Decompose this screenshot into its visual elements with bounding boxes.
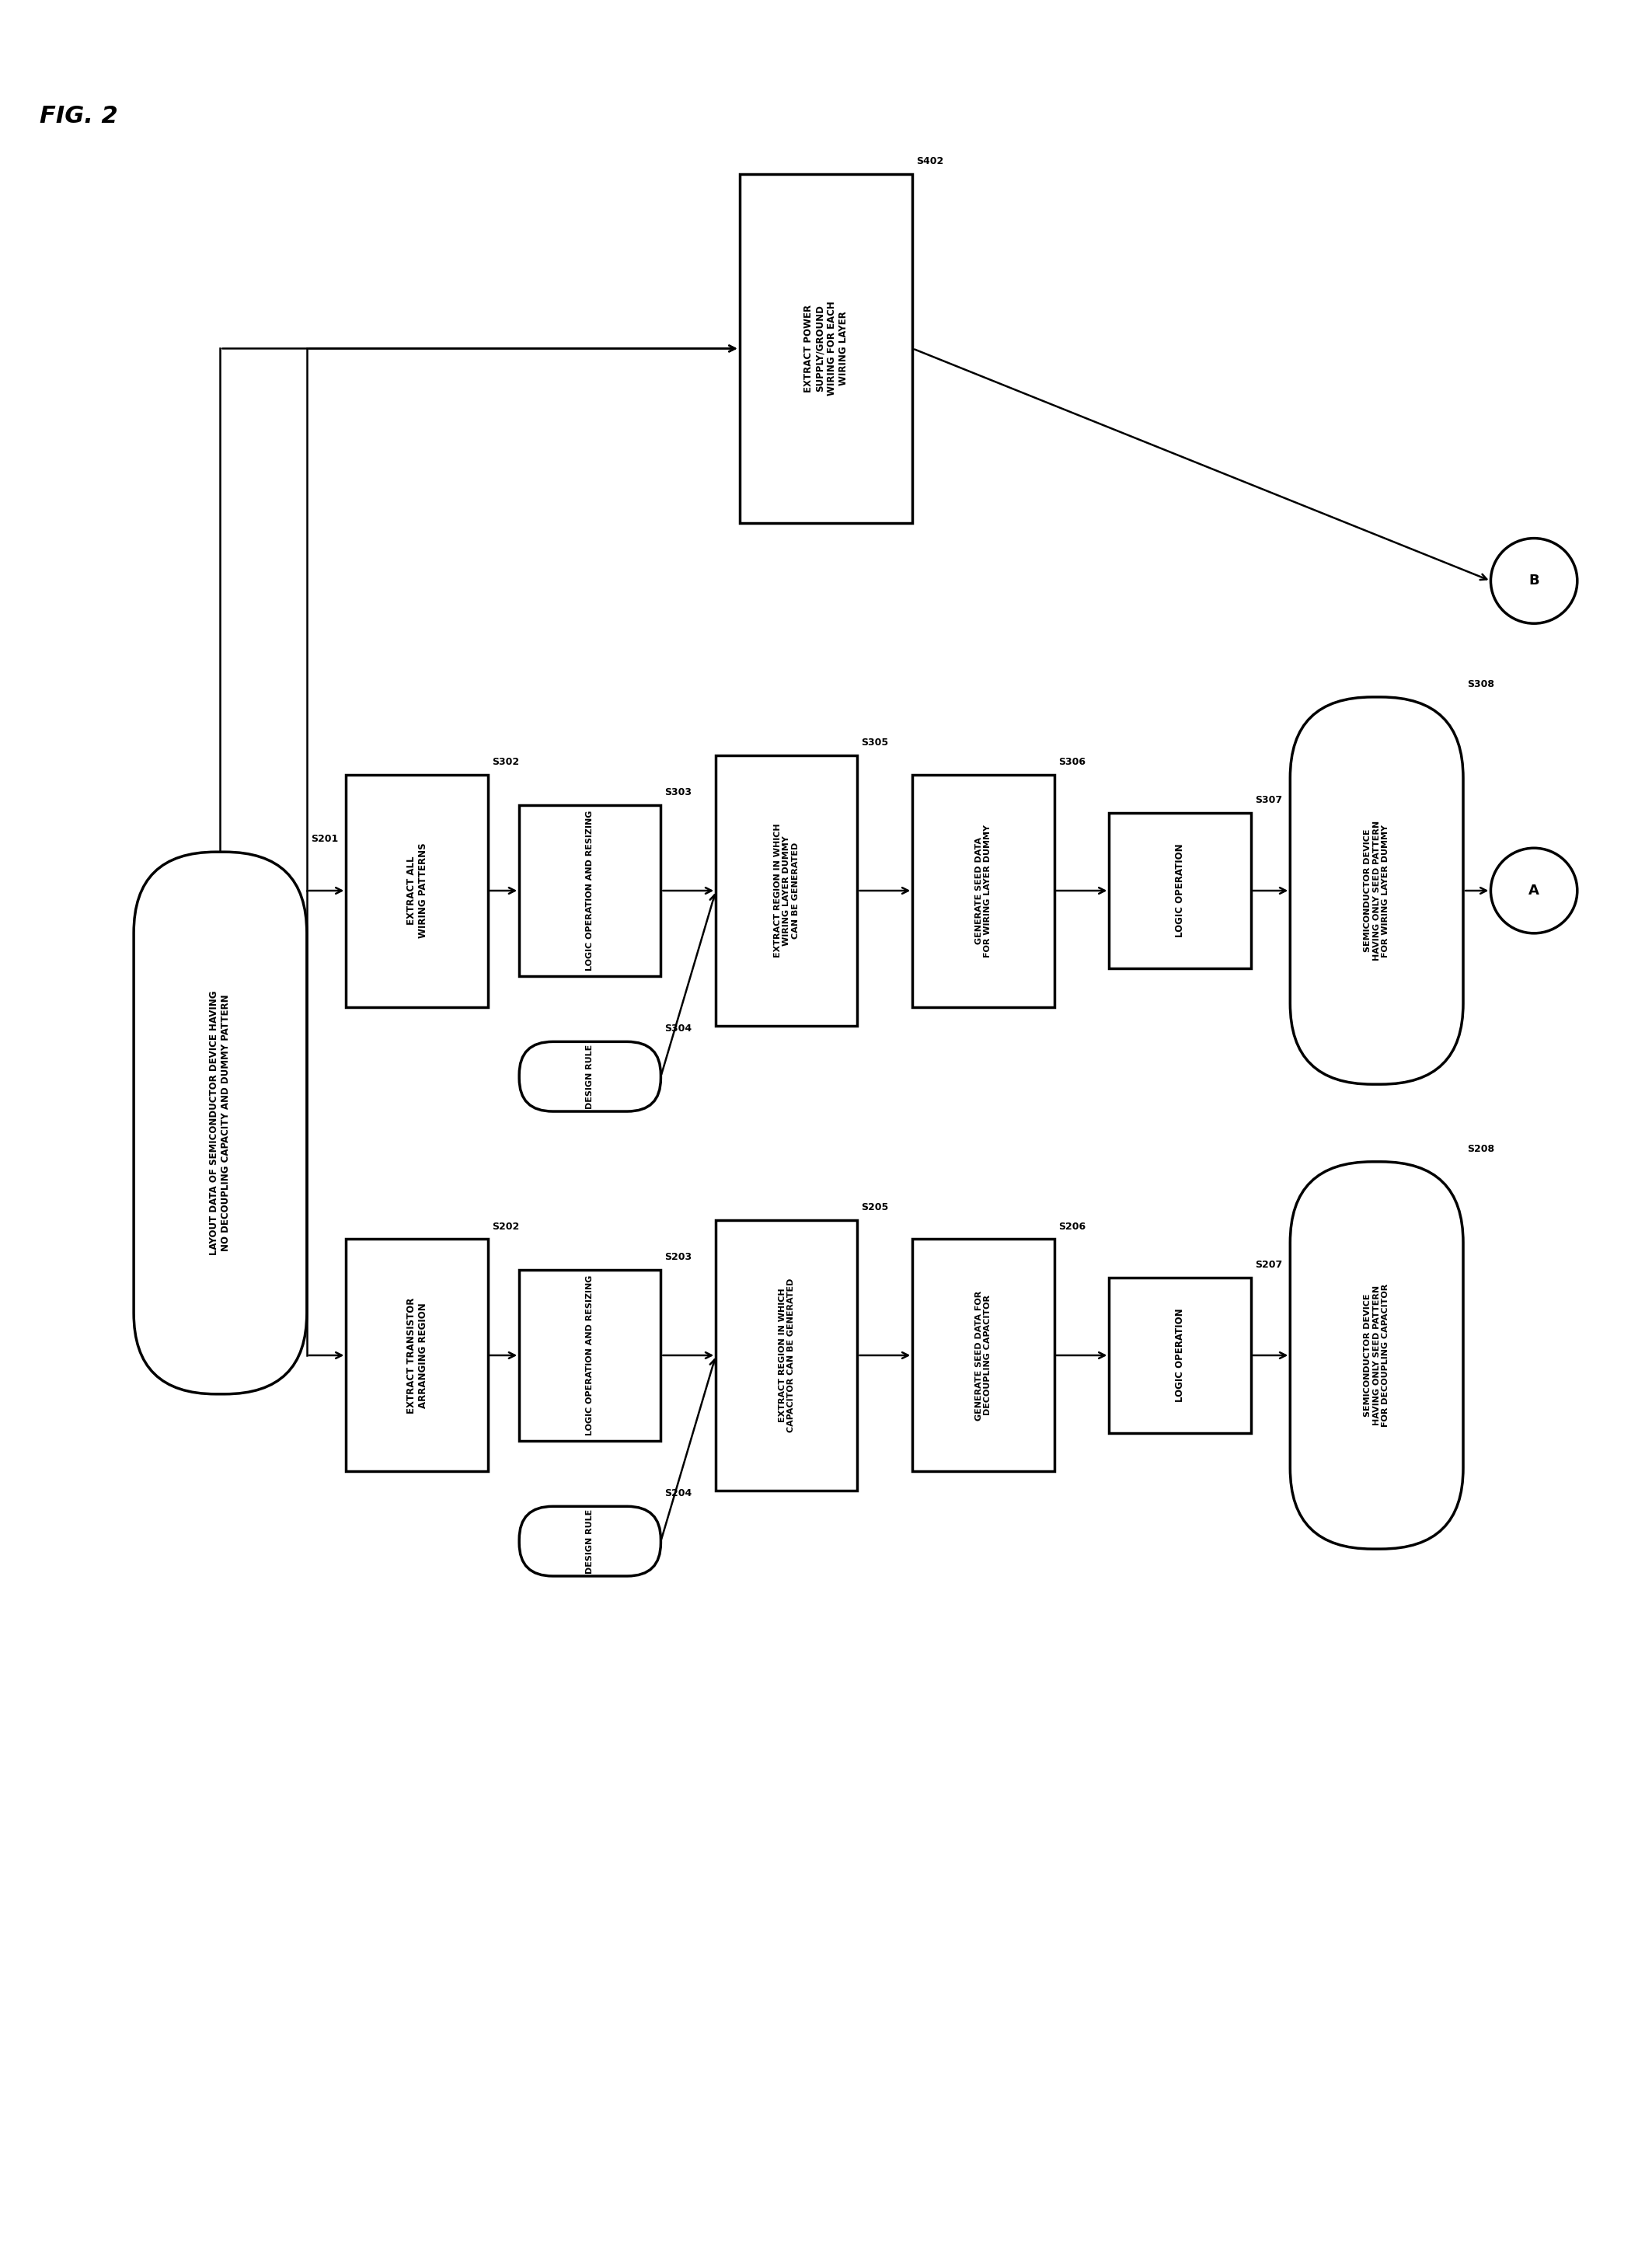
Text: S307: S307 [1256,795,1282,806]
Text: LOGIC OPERATION AND RESIZING: LOGIC OPERATION AND RESIZING [586,1276,593,1435]
FancyBboxPatch shape [1108,813,1251,968]
Text: LOGIC OPERATION AND RESIZING: LOGIC OPERATION AND RESIZING [586,811,593,970]
Text: SEMICONDUCTOR DEVICE
HAVING ONLY SEED PATTERN
FOR DECOUPLING CAPACITOR: SEMICONDUCTOR DEVICE HAVING ONLY SEED PA… [1365,1285,1389,1426]
FancyBboxPatch shape [1108,1278,1251,1433]
Text: S208: S208 [1467,1143,1495,1154]
Text: S207: S207 [1256,1260,1282,1271]
Text: S308: S308 [1467,678,1495,690]
FancyBboxPatch shape [519,806,661,975]
FancyBboxPatch shape [347,1240,487,1471]
Text: GENERATE SEED DATA FOR
DECOUPLING CAPACITOR: GENERATE SEED DATA FOR DECOUPLING CAPACI… [975,1291,991,1419]
FancyBboxPatch shape [1290,696,1464,1085]
Text: EXTRACT TRANSISTOR
ARRANGING REGION: EXTRACT TRANSISTOR ARRANGING REGION [406,1298,428,1413]
Text: S203: S203 [664,1253,692,1262]
Text: LAYOUT DATA OF SEMICONDUCTOR DEVICE HAVING
NO DECOUPLING CAPACITY AND DUMMY PATT: LAYOUT DATA OF SEMICONDUCTOR DEVICE HAVI… [210,990,231,1256]
Text: S304: S304 [664,1024,692,1033]
Text: EXTRACT POWER
SUPPLY/GROUND
WIRING FOR EACH
WIRING LAYER: EXTRACT POWER SUPPLY/GROUND WIRING FOR E… [803,301,849,395]
Text: A: A [1528,883,1540,898]
Text: S201: S201 [311,833,339,844]
FancyBboxPatch shape [519,1042,661,1112]
FancyBboxPatch shape [519,1271,661,1440]
FancyBboxPatch shape [740,175,912,523]
FancyBboxPatch shape [912,775,1054,1006]
Text: S302: S302 [492,757,519,766]
FancyBboxPatch shape [347,775,487,1006]
Text: FIG. 2: FIG. 2 [40,106,117,128]
FancyBboxPatch shape [715,1220,857,1491]
Text: DESIGN RULE: DESIGN RULE [586,1044,593,1110]
Text: EXTRACT ALL
WIRING PATTERNS: EXTRACT ALL WIRING PATTERNS [406,842,428,939]
Text: S206: S206 [1057,1222,1085,1231]
FancyBboxPatch shape [134,851,307,1395]
Text: LOGIC OPERATION: LOGIC OPERATION [1175,1309,1184,1402]
Text: S202: S202 [492,1222,519,1231]
Text: B: B [1528,575,1540,588]
FancyBboxPatch shape [1290,1161,1464,1550]
Text: EXTRACT REGION IN WHICH
CAPACITOR CAN BE GENERATED: EXTRACT REGION IN WHICH CAPACITOR CAN BE… [778,1278,795,1433]
Text: S306: S306 [1057,757,1085,766]
Circle shape [1490,849,1578,934]
Circle shape [1490,539,1578,624]
Text: S204: S204 [664,1489,692,1498]
Text: SEMICONDUCTOR DEVICE
HAVING ONLY SEED PATTERN
FOR WIRING LAYER DUMMY: SEMICONDUCTOR DEVICE HAVING ONLY SEED PA… [1365,820,1389,961]
Text: GENERATE SEED DATA
FOR WIRING LAYER DUMMY: GENERATE SEED DATA FOR WIRING LAYER DUMM… [975,824,991,957]
Text: DESIGN RULE: DESIGN RULE [586,1509,593,1574]
FancyBboxPatch shape [912,1240,1054,1471]
FancyBboxPatch shape [715,755,857,1026]
Text: EXTRACT REGION IN WHICH
WIRING LAYER DUMMY
CAN BE GENERATED: EXTRACT REGION IN WHICH WIRING LAYER DUM… [773,824,800,957]
Text: S402: S402 [917,157,943,166]
Text: S205: S205 [861,1202,889,1213]
Text: S303: S303 [664,788,692,797]
FancyBboxPatch shape [519,1507,661,1577]
Text: LOGIC OPERATION: LOGIC OPERATION [1175,844,1184,937]
Text: S305: S305 [861,737,889,748]
